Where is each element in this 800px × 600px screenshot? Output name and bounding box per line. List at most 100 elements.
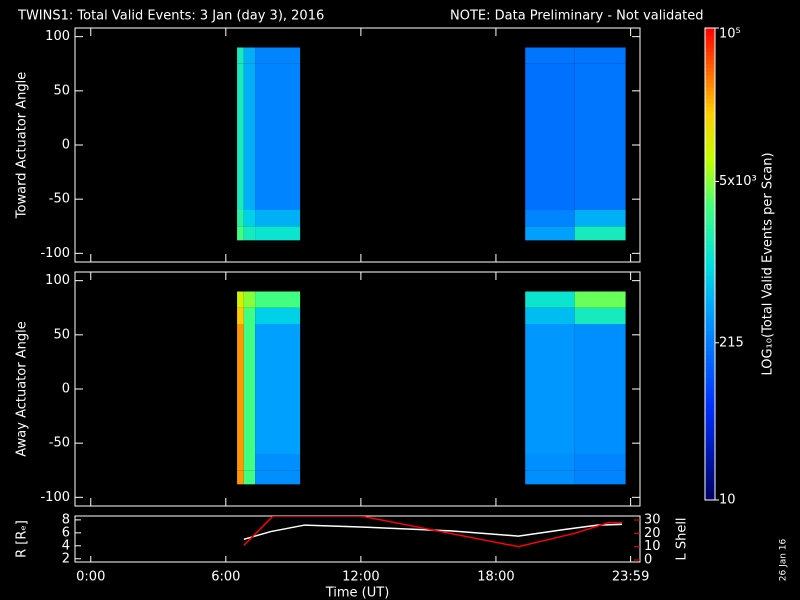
cell	[525, 63, 575, 80]
colorbar-step	[705, 448, 715, 454]
note: NOTE: Data Preliminary - Not validated	[450, 9, 704, 24]
colorbar-step	[705, 299, 715, 304]
colorbar-step	[705, 421, 715, 426]
colorbar-step	[705, 55, 715, 60]
x-tick-label: 18:00	[477, 570, 514, 585]
cell	[243, 470, 256, 485]
colorbar-step	[705, 106, 715, 112]
colorbar-step	[705, 460, 715, 466]
colorbar-step	[705, 102, 715, 108]
y-tick-label: 8	[62, 512, 70, 527]
colorbar-tick-label: 5x10³	[719, 174, 757, 189]
colorbar-step	[705, 303, 715, 308]
colorbar-step	[705, 378, 715, 383]
colorbar-step	[705, 433, 715, 438]
cell	[574, 454, 626, 471]
colorbar-tick-label: 10	[719, 493, 736, 508]
colorbar-tick-label: 215	[719, 335, 744, 350]
cell	[255, 226, 301, 241]
cell	[574, 80, 626, 210]
colorbar-step	[705, 256, 715, 261]
colorbar-step	[705, 35, 715, 41]
colorbar-step	[705, 244, 715, 249]
cell	[237, 307, 244, 324]
colorbar-step	[705, 311, 715, 316]
cell	[525, 324, 575, 454]
colorbar-step	[705, 177, 715, 182]
colorbar-step	[705, 201, 715, 206]
colorbar-step	[705, 165, 715, 171]
cell	[237, 226, 244, 241]
colorbar-step	[705, 484, 715, 489]
y-tick-label: -50	[49, 192, 70, 207]
colorbar-step	[705, 232, 715, 237]
colorbar-step	[705, 480, 715, 485]
y-tick-label: 0	[62, 138, 70, 153]
colorbar-step	[705, 39, 715, 45]
cell	[243, 324, 256, 454]
x-tick-label: 6:00	[211, 570, 240, 585]
colorbar-step	[705, 456, 715, 462]
colorbar-step	[705, 444, 715, 450]
colorbar-step	[705, 185, 715, 190]
cell	[243, 210, 256, 227]
colorbar-step	[705, 193, 715, 198]
colorbar-step	[705, 149, 715, 155]
cell	[237, 291, 244, 308]
y-tick-label: 2	[62, 551, 70, 566]
colorbar-step	[705, 114, 715, 119]
cell	[243, 291, 256, 308]
colorbar-step	[705, 75, 715, 80]
colorbar-step	[705, 224, 715, 230]
cell	[574, 226, 626, 241]
cell	[574, 210, 626, 227]
cell	[243, 80, 256, 210]
colorbar-step	[705, 51, 715, 57]
colorbar-step	[705, 425, 715, 430]
colorbar-step	[705, 134, 715, 139]
colorbar-step	[705, 287, 715, 293]
colorbar-step	[705, 382, 715, 387]
chart-title: TWINS1: Total Valid Events: 3 Jan (day 3…	[17, 9, 324, 24]
cell	[255, 454, 301, 471]
colorbar-step	[705, 47, 715, 53]
colorbar-step	[705, 374, 715, 379]
cell	[243, 226, 256, 241]
cell	[243, 307, 256, 324]
cell	[255, 210, 301, 227]
colorbar-step	[705, 279, 715, 285]
colorbar-step	[705, 370, 715, 375]
cell	[525, 470, 575, 485]
colorbar-step	[705, 397, 715, 403]
series-line	[243, 523, 623, 541]
cell	[525, 454, 575, 471]
colorbar-step	[705, 189, 715, 194]
colorbar-step	[705, 389, 715, 395]
cell	[574, 324, 626, 454]
y-tick-label: 4	[62, 538, 70, 553]
cell	[237, 470, 244, 485]
cell	[243, 47, 256, 64]
colorbar-step	[705, 153, 715, 159]
colorbar-step	[705, 181, 715, 186]
y2-tick-label: 10	[644, 539, 661, 554]
colorbar-label: LOG₁₀(Total Valid Events per Scan)	[761, 152, 776, 375]
y-tick-label: 100	[45, 29, 70, 44]
colorbar-step	[705, 31, 715, 37]
colorbar-step	[705, 488, 715, 493]
y-axis-label: Toward Actuator Angle	[15, 72, 30, 219]
colorbar-step	[705, 437, 715, 442]
colorbar-step	[705, 260, 715, 265]
cell	[525, 226, 575, 241]
colorbar-tick-label: 10⁵	[719, 27, 741, 42]
colorbar-step	[705, 452, 715, 458]
x-tick-label: 12:00	[342, 570, 379, 585]
colorbar-step	[705, 240, 715, 245]
x-axis-label: Time (UT)	[325, 586, 390, 600]
cell	[574, 63, 626, 80]
colorbar-step	[705, 330, 715, 336]
y2-tick-label: 0	[644, 553, 652, 568]
cell	[525, 307, 575, 324]
colorbar-step	[705, 362, 715, 367]
